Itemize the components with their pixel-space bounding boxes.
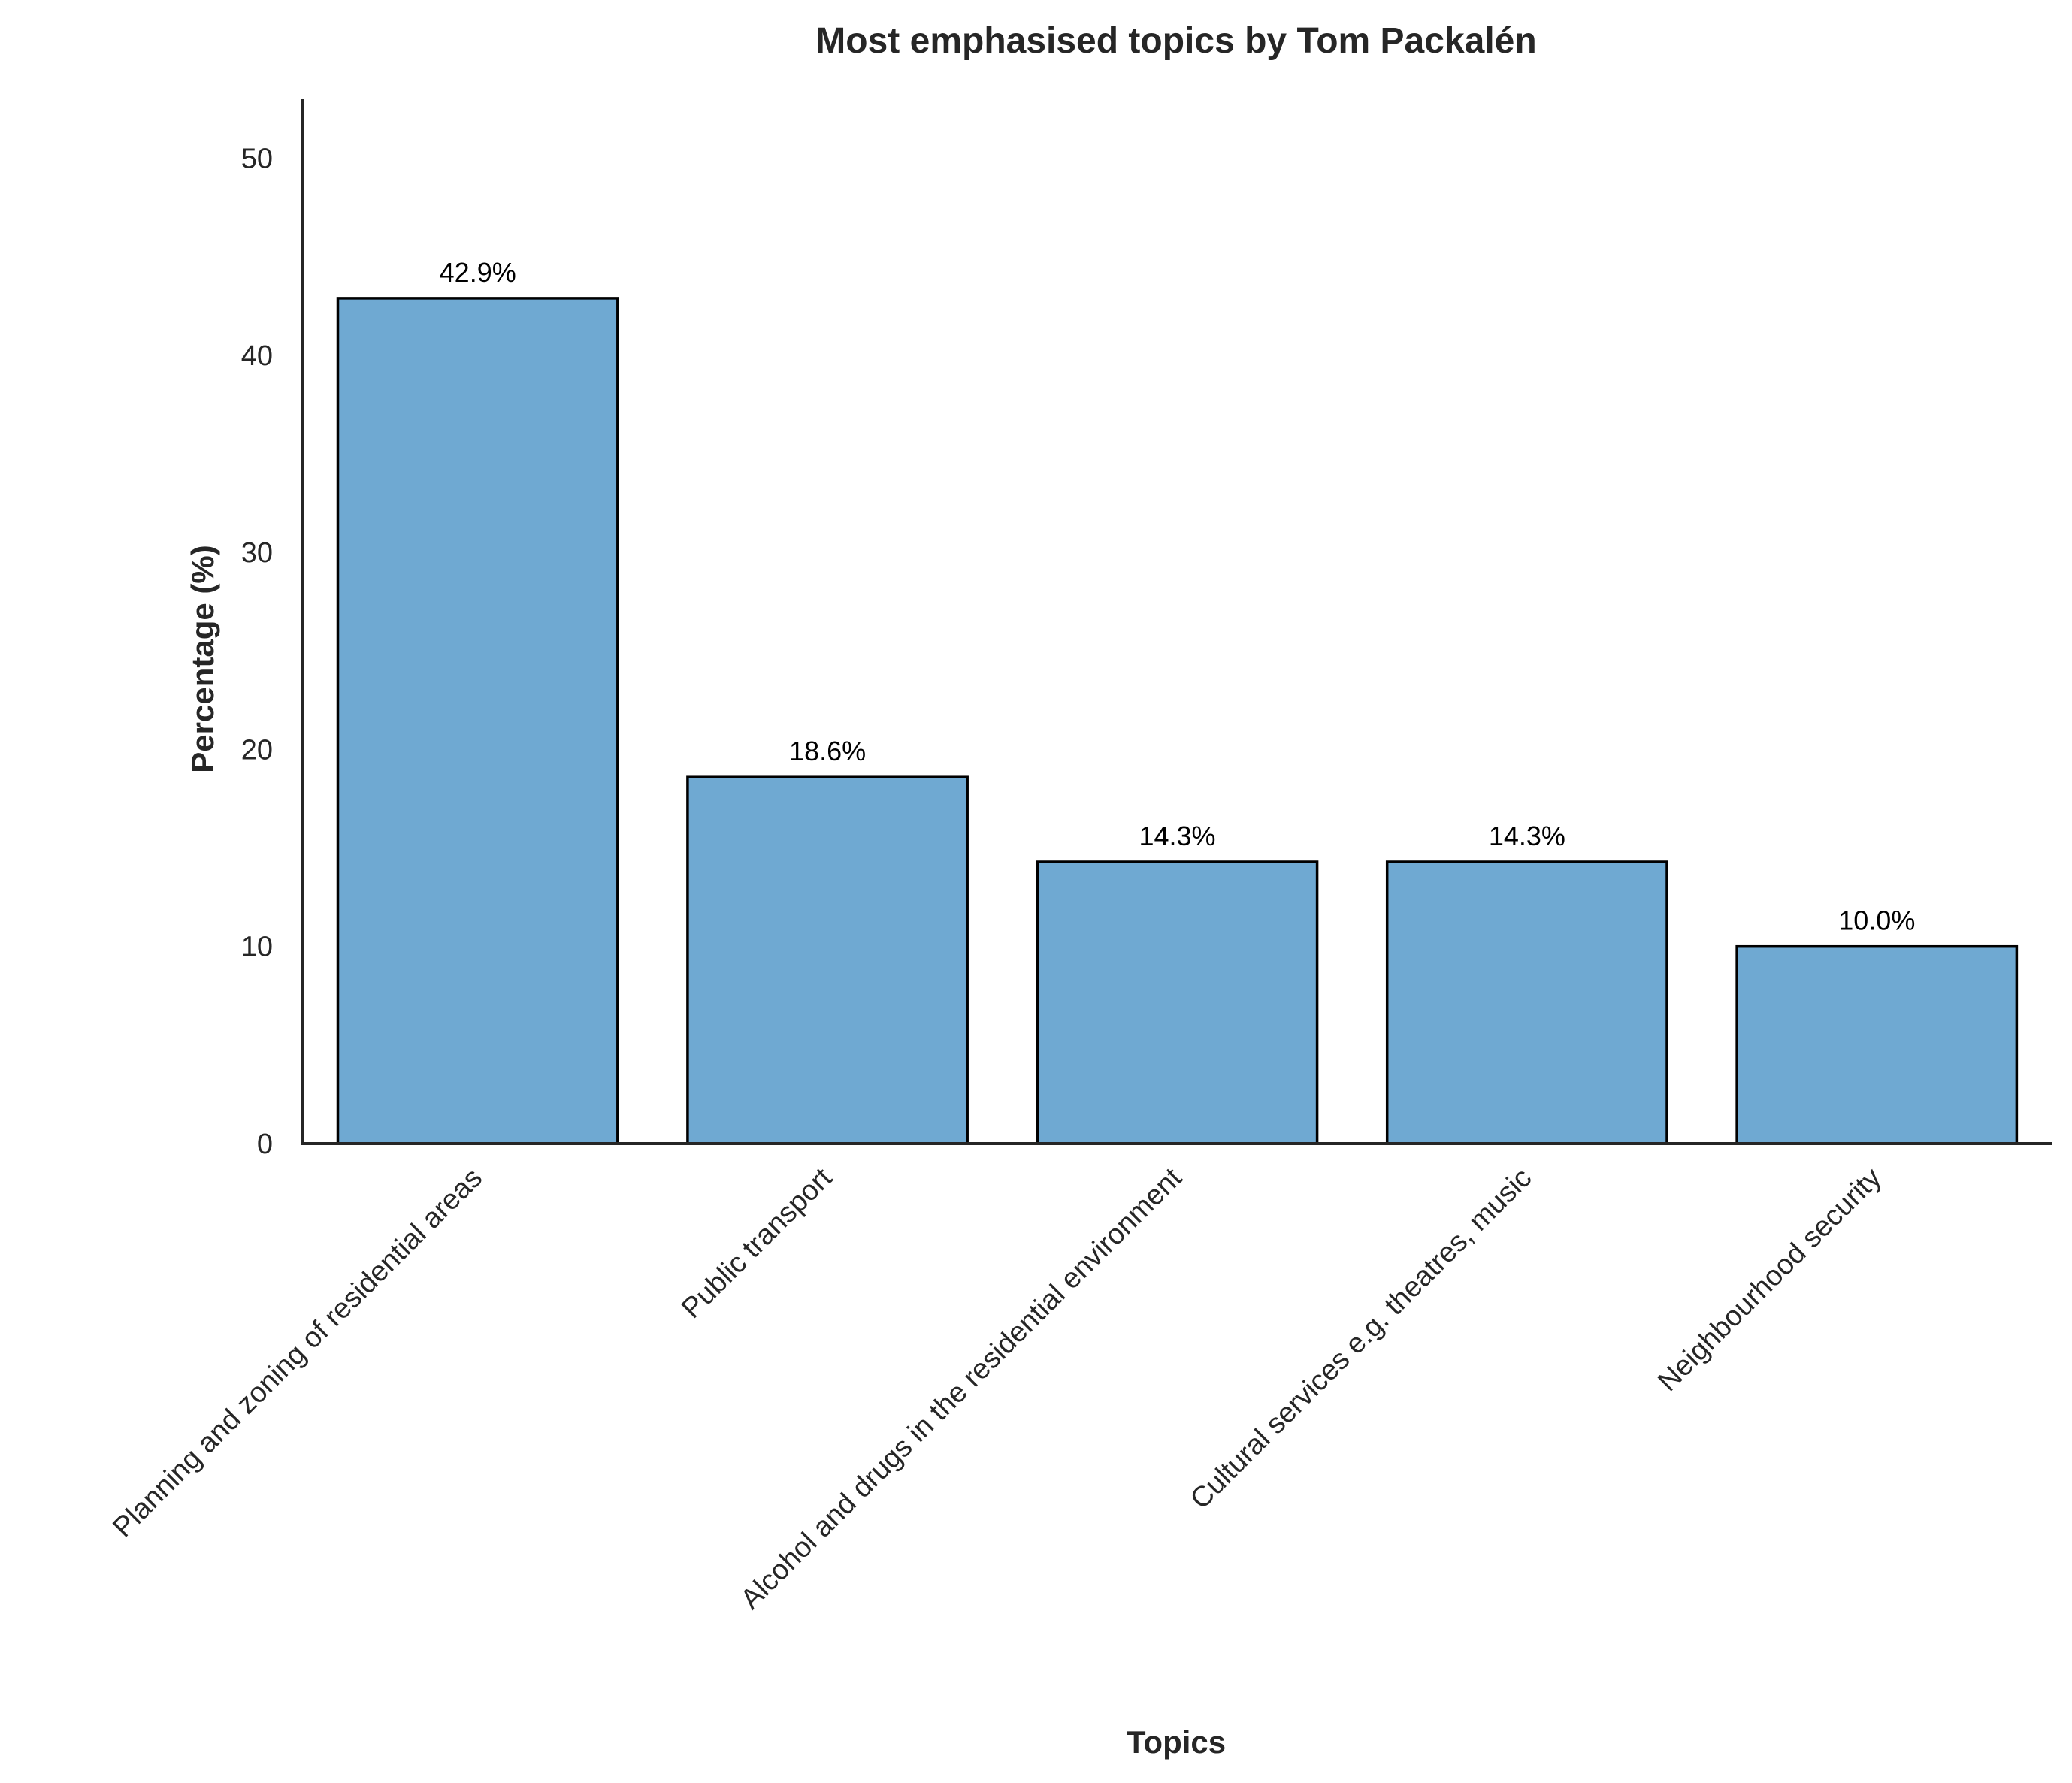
y-axis-label: Percentage (%): [185, 545, 220, 772]
chart-title: Most emphasised topics by Tom Packalén: [815, 21, 1536, 61]
bar-1: [336, 297, 619, 1145]
bar-5: [1735, 944, 2019, 1145]
y-tick-label-30: 30: [241, 537, 273, 569]
x-axis-label: Topics: [1127, 1724, 1226, 1760]
y-tick-label-40: 40: [241, 340, 273, 372]
bar-value-label-4: 14.3%: [1489, 820, 1565, 851]
bar-value-label-2: 18.6%: [789, 736, 866, 766]
y-tick-label-20: 20: [241, 735, 273, 766]
bars-group: [336, 297, 2019, 1145]
y-tick-label-50: 50: [241, 144, 273, 175]
bar-4: [1385, 860, 1668, 1145]
data-labels-group: 42.9% 18.6% 14.3% 14.3% 10.0%: [440, 257, 1916, 936]
bar-value-label-5: 10.0%: [1838, 905, 1915, 936]
y-tick-label-0: 0: [257, 1129, 273, 1160]
bar-value-label-1: 42.9%: [440, 257, 516, 288]
y-tick-label-10: 10: [241, 932, 273, 963]
y-axis-ticks: 0 10 20 30 40 50: [241, 144, 273, 1160]
bar-2: [686, 775, 969, 1145]
bar-value-label-3: 14.3%: [1139, 820, 1215, 851]
bar-3: [1036, 860, 1319, 1145]
